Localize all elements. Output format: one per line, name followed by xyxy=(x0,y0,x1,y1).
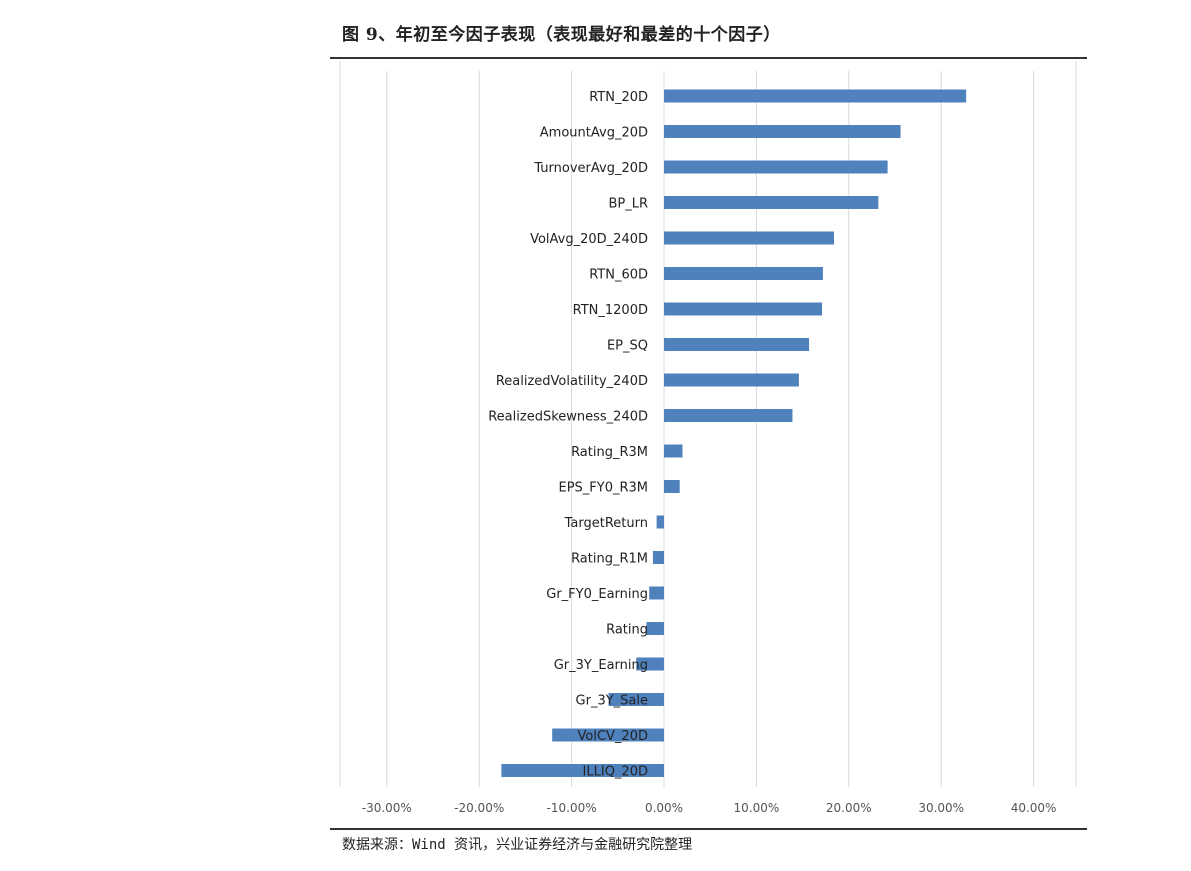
category-label: Rating_R3M xyxy=(571,445,648,460)
category-label: ILLIQ_20D xyxy=(583,765,648,780)
x-tick-label: 40.00% xyxy=(1011,801,1057,815)
category-label: RTN_60D xyxy=(589,268,648,283)
bar xyxy=(552,728,664,742)
source-note: 数据来源：Wind 资讯，兴业证券经济与金融研究院整理 xyxy=(342,837,693,853)
bar xyxy=(664,89,967,103)
category-label: RealizedSkewness_240D xyxy=(488,410,648,425)
bar xyxy=(664,444,683,458)
x-tick-label: -20.00% xyxy=(454,801,504,815)
x-tick-label: 0.00% xyxy=(645,801,683,815)
bar xyxy=(501,764,664,777)
bar xyxy=(664,373,799,387)
top-rule xyxy=(330,57,1087,59)
x-axis-ticks: -30.00% -20.00% -10.00% 0.00% 10.00% 20.00% 30… xyxy=(362,801,1057,815)
bar xyxy=(664,338,810,351)
category-label: EP_SQ xyxy=(607,339,648,354)
x-tick-label: -30.00% xyxy=(362,801,412,815)
bar xyxy=(646,622,664,635)
x-tick-label: 20.00% xyxy=(826,801,872,815)
category-label: Rating_R1M xyxy=(571,552,648,567)
bar xyxy=(664,267,823,280)
x-tick-label: -10.00% xyxy=(547,801,597,815)
category-label: Gr_3Y_Sale xyxy=(576,694,648,709)
bottom-rule xyxy=(330,828,1087,830)
category-label: EPS_FY0_R3M xyxy=(558,481,648,496)
category-label: RealizedVolatility_240D xyxy=(496,374,648,389)
category-label: TurnoverAvg_20D xyxy=(533,161,648,176)
bar xyxy=(608,693,664,706)
bar xyxy=(664,125,901,138)
category-label: Rating xyxy=(606,623,648,638)
x-tick-label: 30.00% xyxy=(918,801,964,815)
category-label: VolCV_20D xyxy=(578,729,648,744)
category-label: BP_LR xyxy=(608,197,648,212)
bars xyxy=(501,89,967,777)
category-label: Gr_FY0_Earning xyxy=(546,587,648,602)
category-label: RTN_20D xyxy=(589,90,648,105)
bar xyxy=(636,657,664,671)
figure-title: 图 9、年初至今因子表现（表现最好和最差的十个因子） xyxy=(342,25,781,45)
bar xyxy=(664,480,680,493)
bar xyxy=(652,551,664,564)
bar xyxy=(664,231,835,245)
category-labels: RTN_20D AmountAvg_20D TurnoverAvg_20D BP_LR… xyxy=(488,90,648,780)
category-label: VolAvg_20D_240D xyxy=(530,232,648,247)
bar xyxy=(649,586,664,600)
category-label: Gr_3Y_Earning xyxy=(554,658,648,673)
bar xyxy=(664,409,793,422)
category-label: RTN_1200D xyxy=(573,303,648,318)
bar xyxy=(664,302,823,316)
category-label: AmountAvg_20D xyxy=(540,126,648,141)
x-tick-label: 10.00% xyxy=(734,801,780,815)
bar xyxy=(656,515,664,529)
bar-chart: RTN_20D AmountAvg_20D TurnoverAvg_20D BP_LR… xyxy=(339,61,1077,815)
bar xyxy=(664,160,888,174)
bar xyxy=(664,196,879,209)
category-label: TargetReturn xyxy=(564,516,648,531)
